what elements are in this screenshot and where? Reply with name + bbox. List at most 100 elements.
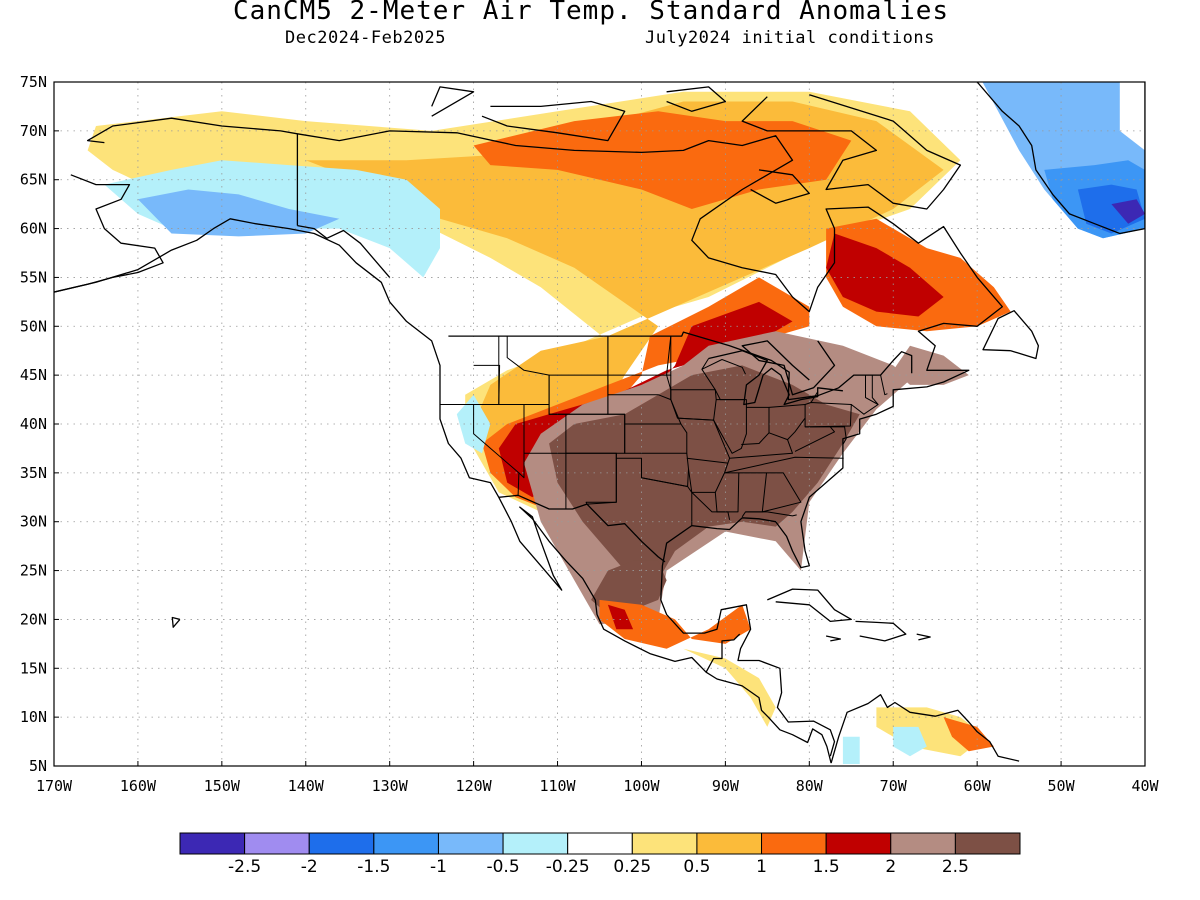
- coastline-great-lakes-east: [741, 340, 836, 396]
- lat-tick-label: 50N: [20, 317, 47, 335]
- state-boundary: [729, 439, 793, 459]
- state-boundary: [713, 399, 747, 454]
- colorbar-swatch: [567, 832, 633, 855]
- colorbar-label: 0.25: [613, 857, 651, 877]
- lon-tick-label: 100W: [623, 777, 660, 795]
- state-boundary: [473, 404, 520, 496]
- longitude-axis: 170W 160W 150W 140W 130W 120W 110W 100W 90W 80W 70…: [36, 761, 1160, 795]
- lon-tick-label: 170W: [36, 777, 73, 795]
- coastline-cuba: [767, 588, 852, 623]
- anomaly-orange-arctic: [473, 111, 852, 209]
- colorbar-label: 1: [756, 857, 767, 877]
- lon-tick-label: 50W: [1048, 777, 1076, 795]
- colorbar-swatch: [954, 832, 1021, 855]
- colorbar-swatch: [825, 832, 892, 855]
- land-outlines: [54, 82, 1145, 764]
- coastline-victoria-island: [481, 100, 626, 142]
- state-boundary: [724, 456, 844, 474]
- state-boundary: [762, 472, 802, 513]
- colorbar-swatch: [244, 832, 310, 855]
- lon-tick-label: 80W: [796, 777, 824, 795]
- lat-tick-label: 65N: [20, 171, 47, 189]
- lat-tick-label: 30N: [20, 513, 47, 531]
- state-boundary: [473, 364, 501, 405]
- colorbar-label: -0.25: [546, 857, 590, 877]
- coastline-jamaica: [825, 635, 842, 642]
- lat-tick-label: 70N: [20, 122, 47, 140]
- colorbar-swatch: [890, 832, 956, 855]
- anomaly-white-greenland: [1119, 82, 1145, 151]
- lat-tick-label: 75N: [20, 73, 47, 91]
- state-boundary: [607, 394, 682, 425]
- lat-tick-label: 45N: [20, 366, 47, 384]
- coastline-hawaii: [171, 616, 181, 628]
- lon-tick-label: 40W: [1131, 777, 1159, 795]
- anomaly-yellow-centralamerica: [683, 648, 776, 727]
- lon-tick-label: 130W: [372, 777, 409, 795]
- lon-tick-label: 160W: [120, 777, 157, 795]
- forecast-period: Dec2024-Feb2025: [285, 28, 447, 48]
- lon-tick-label: 150W: [204, 777, 241, 795]
- lon-tick-label: 120W: [456, 777, 493, 795]
- lat-tick-label: 5N: [29, 757, 47, 775]
- latitude-axis: 75N 70N 65N 60N 55N 50N 45N 40N 35N 30N 25N 20N 15N 1…: [20, 73, 59, 775]
- coastline-puerto-rico: [916, 633, 931, 641]
- coastline-newfoundland: [982, 310, 1040, 360]
- colorbar-swatch: [761, 832, 827, 855]
- state-boundary: [714, 472, 740, 513]
- colorbar-label: 0.5: [683, 857, 710, 877]
- coastline-banks-island: [431, 86, 475, 117]
- state-boundary: [804, 402, 852, 428]
- anomaly-cyan-colombia: [842, 736, 860, 764]
- colorbar-label: -1.5: [357, 857, 390, 877]
- coastline-baffin-island: [741, 94, 962, 210]
- coastline-southampton: [750, 169, 810, 204]
- state-boundary: [768, 404, 806, 441]
- coastline-great-lakes-west: [708, 350, 843, 406]
- chart-title: CanCM5 2-Meter Air Temp. Standard Anomal…: [232, 0, 950, 26]
- colorbar-label: 2.5: [942, 857, 969, 877]
- lon-tick-label: 110W: [539, 777, 576, 795]
- anomaly-brown-mexico: [591, 560, 667, 615]
- state-boundary: [794, 426, 835, 452]
- state-boundary: [745, 511, 797, 517]
- anomaly-yellow-venezuela: [876, 707, 986, 757]
- state-boundary: [607, 336, 672, 376]
- colorbar-swatch: [308, 832, 375, 855]
- state-boundary: [871, 375, 879, 405]
- anomaly-purple-greenland: [1111, 199, 1145, 224]
- colorbar-label: -2.5: [228, 857, 261, 877]
- lon-tick-label: 70W: [880, 777, 908, 795]
- anomaly-cyan-venezuela: [893, 726, 927, 757]
- lon-tick-label: 140W: [288, 777, 325, 795]
- state-boundary: [641, 477, 693, 526]
- border-us-canada: [448, 331, 913, 401]
- state-boundary: [701, 359, 746, 375]
- border-us-mexico: [498, 494, 666, 563]
- lon-tick-label: 90W: [712, 777, 740, 795]
- lat-tick-label: 25N: [20, 562, 47, 580]
- colorbar-swatch: [179, 832, 246, 855]
- border-mexico-guatemala: [705, 633, 741, 673]
- lat-tick-label: 55N: [20, 268, 47, 286]
- colorbar-label: -1: [430, 857, 447, 877]
- coastline-somerset: [666, 86, 727, 112]
- colorbar-swatch: [437, 832, 504, 855]
- anomaly-red-quebec: [826, 233, 944, 317]
- colorbar-swatch: [631, 832, 698, 855]
- colorbar-label: 1.5: [813, 857, 840, 877]
- lon-tick-label: 60W: [964, 777, 992, 795]
- lat-tick-label: 10N: [20, 708, 47, 726]
- colorbar-legend: -2.5 -2 -1.5 -1 -0.5 -0.25 0.25 0.5 1 1.5 2 2.5: [179, 832, 1021, 877]
- coastline-north-america-east: [86, 117, 1003, 757]
- state-boundary: [805, 426, 847, 445]
- coastline-north-america-west: [54, 218, 832, 764]
- anomaly-orange-venezuela: [943, 717, 994, 752]
- anomaly-tan-maritimes: [893, 345, 969, 385]
- colorbar-swatch: [502, 832, 569, 855]
- anomaly-red-mexico: [607, 604, 634, 630]
- anomaly-lightblue-alaska: [137, 189, 340, 237]
- state-boundary: [586, 458, 617, 505]
- colorbar-swatch: [373, 832, 439, 855]
